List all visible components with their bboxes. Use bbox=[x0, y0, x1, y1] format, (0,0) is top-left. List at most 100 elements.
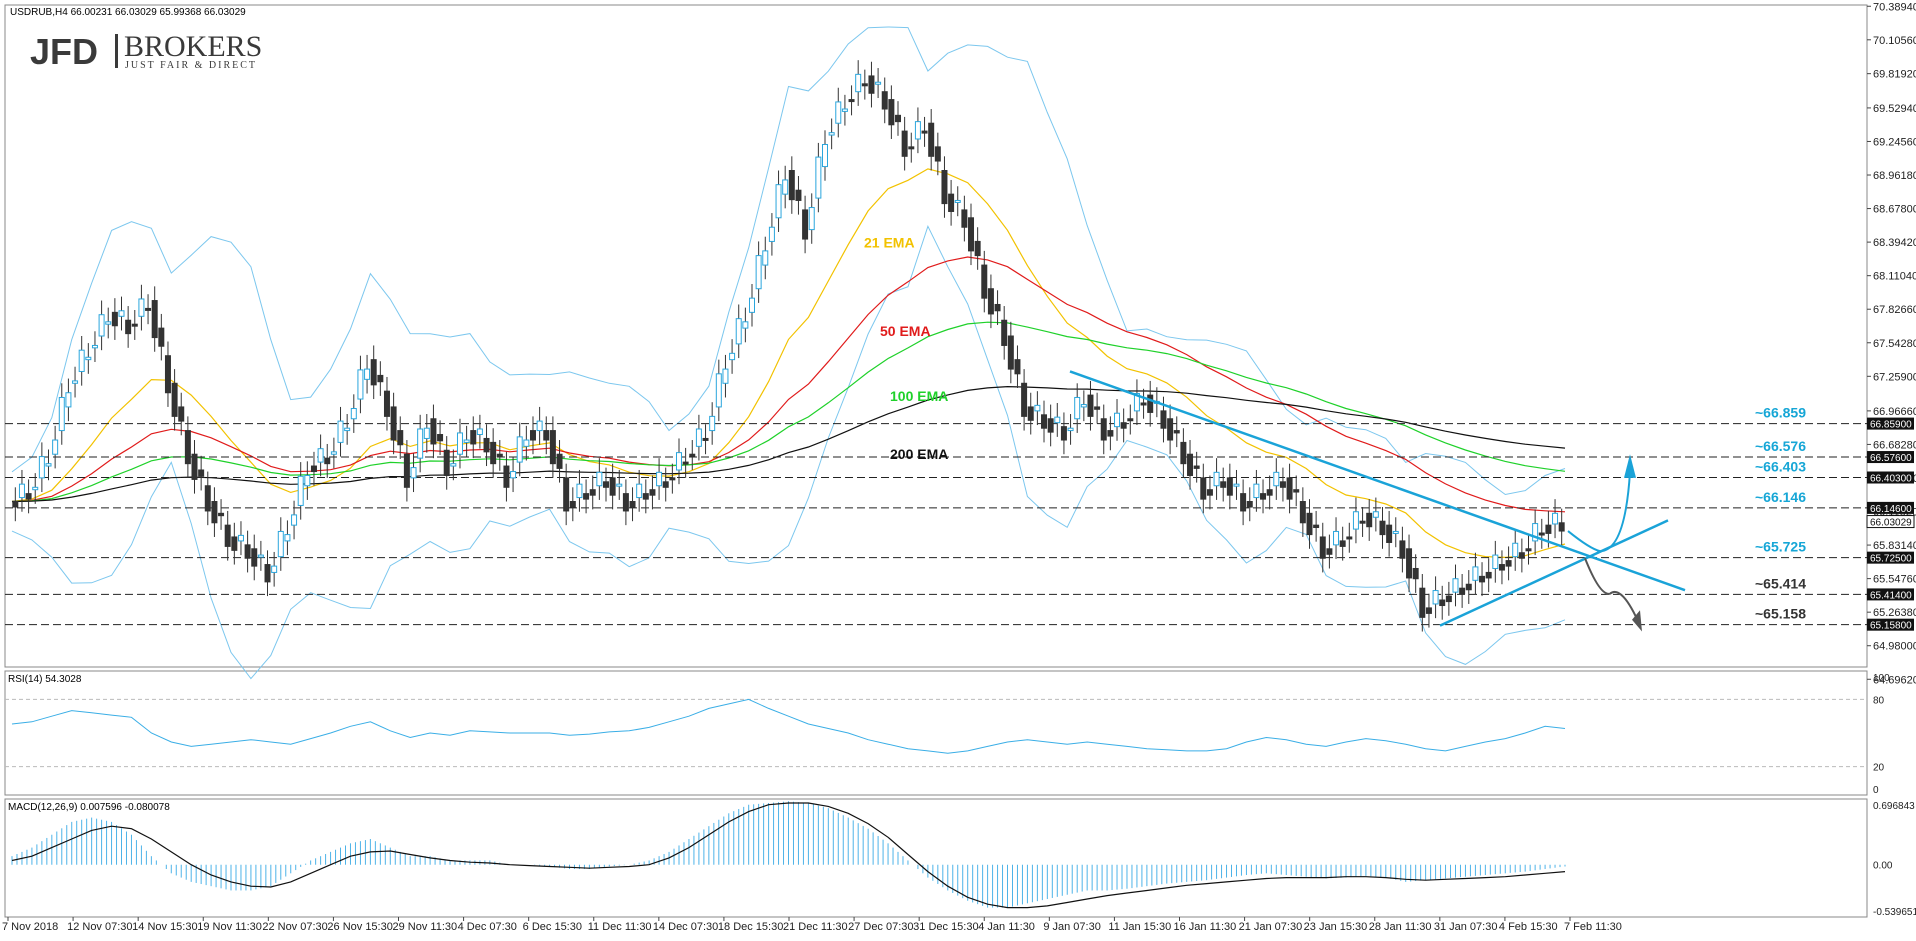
candle-body bbox=[1432, 590, 1439, 605]
price-axis: 70.38940 70.10560 69.81920 69.52940 69.24560… bbox=[1867, 1, 1916, 686]
candle-body bbox=[1525, 548, 1532, 552]
candle-body bbox=[1392, 530, 1399, 534]
macd-panel-frame bbox=[4, 798, 1868, 918]
candle-body bbox=[1067, 427, 1074, 432]
candle-body bbox=[1372, 511, 1379, 518]
candle-body bbox=[105, 321, 112, 325]
candle-body bbox=[184, 430, 191, 465]
candle-body bbox=[45, 463, 52, 467]
candle-body bbox=[1167, 418, 1174, 441]
candle-body bbox=[503, 465, 510, 488]
candle-body bbox=[496, 453, 503, 458]
level-price-box bbox=[1867, 588, 1914, 601]
candle-body bbox=[748, 297, 755, 313]
candle-body bbox=[271, 565, 278, 573]
candle-body bbox=[1173, 430, 1180, 434]
candle-body bbox=[1233, 483, 1240, 487]
level-price-box-text: 66.14600 bbox=[1870, 504, 1912, 515]
descending-trendline bbox=[1069, 370, 1686, 592]
candle-body bbox=[277, 530, 284, 558]
candle-body bbox=[211, 501, 218, 524]
price-tick-label: 64.98000 bbox=[1873, 641, 1916, 653]
price-tick-label: 69.24560 bbox=[1873, 136, 1916, 148]
candle-body bbox=[364, 368, 371, 380]
candles bbox=[12, 60, 1565, 632]
level-price-box-text: 66.57600 bbox=[1870, 453, 1912, 464]
candle-body bbox=[264, 564, 271, 583]
logo-divider bbox=[115, 34, 118, 68]
candle-body bbox=[1220, 481, 1227, 488]
candle-body bbox=[337, 420, 344, 443]
time-tick-label: 21 Dec 11:30 bbox=[783, 921, 848, 933]
candle-body bbox=[855, 73, 862, 93]
level-price-box bbox=[1867, 618, 1914, 631]
candle-body bbox=[1226, 477, 1233, 496]
candle-body bbox=[191, 453, 198, 480]
price-tick-label: 68.67800 bbox=[1873, 204, 1916, 216]
logo-brokers-text: BROKERS bbox=[124, 30, 262, 63]
candle-body bbox=[1193, 465, 1200, 469]
candle-body bbox=[609, 477, 616, 496]
candle-body bbox=[1452, 578, 1459, 593]
time-tick-label: 4 Jan 11:30 bbox=[978, 921, 1035, 933]
candle-body bbox=[450, 463, 457, 467]
level-price-box bbox=[1867, 417, 1914, 430]
logo-jfd-text: JFD bbox=[30, 31, 98, 72]
candle-body bbox=[1041, 414, 1048, 429]
candle-body bbox=[72, 380, 79, 384]
price-tick-label: 65.83140 bbox=[1873, 540, 1916, 552]
candle-body bbox=[861, 83, 868, 87]
candle-body bbox=[164, 355, 171, 394]
candle-body bbox=[257, 554, 264, 558]
candle-body bbox=[1399, 540, 1406, 559]
candle-body bbox=[1512, 542, 1519, 558]
candle-body bbox=[1240, 493, 1247, 512]
time-tick-label: 28 Jan 11:30 bbox=[1369, 921, 1432, 933]
candle-body bbox=[543, 430, 550, 441]
candle-body bbox=[1346, 536, 1353, 540]
candle-body bbox=[151, 300, 158, 339]
main-panel-frame bbox=[4, 4, 1868, 668]
candle-body bbox=[417, 428, 424, 459]
time-tick-label: 16 Jan 11:30 bbox=[1174, 921, 1237, 933]
candle-body bbox=[649, 489, 656, 496]
candle-body bbox=[1319, 536, 1326, 559]
candle-body bbox=[768, 226, 775, 242]
candle-body bbox=[1379, 520, 1386, 536]
candle-body bbox=[662, 481, 669, 488]
candle-body bbox=[1120, 422, 1127, 429]
level-price-box-text: 65.41400 bbox=[1870, 590, 1912, 601]
candle-body bbox=[370, 359, 377, 386]
candle-body bbox=[52, 439, 59, 455]
candle-body bbox=[118, 310, 125, 317]
macd-signal-line bbox=[11, 802, 1566, 909]
candle-body bbox=[1266, 489, 1273, 496]
time-tick-label: 22 Nov 07:30 bbox=[262, 921, 327, 933]
candle-body bbox=[476, 428, 483, 436]
time-tick-label: 4 Dec 07:30 bbox=[458, 921, 517, 933]
candle-body bbox=[304, 474, 311, 487]
candle-body bbox=[908, 146, 915, 150]
time-tick-label: 12 Nov 07:30 bbox=[67, 921, 132, 933]
candle-body bbox=[841, 108, 848, 112]
rsi-panel: 100 80 20 0 bbox=[5, 673, 1890, 796]
candle-body bbox=[928, 122, 935, 157]
rsi-tick-label: 20 bbox=[1873, 763, 1885, 774]
candle-body bbox=[1425, 607, 1432, 614]
candle-body bbox=[98, 314, 105, 337]
candle-body bbox=[1492, 554, 1499, 569]
candle-body bbox=[1114, 412, 1121, 428]
candle-body bbox=[1545, 524, 1552, 534]
price-tick-label: 69.81920 bbox=[1873, 69, 1916, 81]
bullish-arrowhead bbox=[1624, 454, 1636, 478]
candle-body bbox=[868, 75, 875, 94]
candle-body bbox=[297, 475, 304, 506]
ascending-trendline bbox=[1439, 519, 1669, 627]
jfd-logo: JFD BROKERS JUST FAIR & DIRECT bbox=[30, 30, 262, 72]
candle-body bbox=[91, 344, 98, 349]
candle-body bbox=[1538, 532, 1545, 536]
ema-label-0: 21 EMA bbox=[864, 234, 915, 250]
candle-body bbox=[702, 437, 709, 441]
candle-body bbox=[1206, 489, 1213, 496]
